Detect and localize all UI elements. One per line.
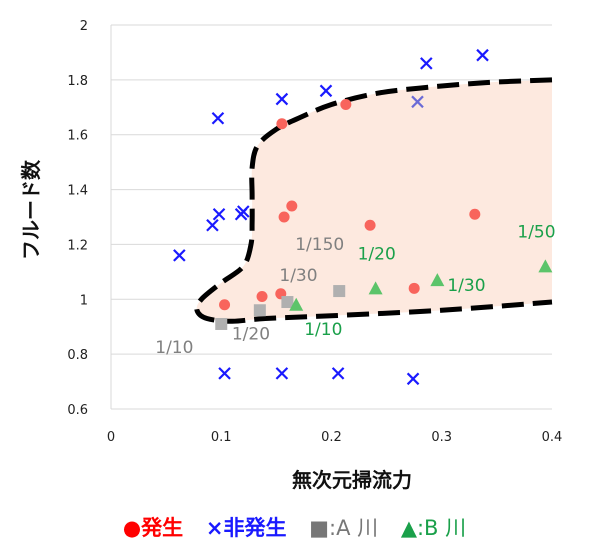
- point-hihassei: [420, 57, 433, 70]
- y-tick-label: 1.6: [67, 129, 88, 144]
- x-marker-stroke: [406, 372, 420, 386]
- scatter-chart: 0.60.811.21.41.61.820 0.1 0.2 0.3 0.4 1/101/…: [19, 19, 562, 492]
- slope-labels: 1/10 1/20 1/30 1/150 1/10 1/20 1/30 1/50: [155, 222, 555, 358]
- point-river-b: [538, 259, 553, 273]
- y-tick-label: 1.4: [67, 184, 88, 199]
- y-axis-title: フルード数: [19, 159, 43, 260]
- point-hihassei: [211, 111, 225, 125]
- point-river-a: [281, 296, 294, 309]
- x-marker-stroke: [206, 218, 219, 232]
- legend: ●発生 ×非発生 ■:A 川 ▲:B 川: [0, 512, 589, 542]
- x-tick-label: 0.1: [211, 430, 232, 445]
- point-hihassei: [275, 367, 289, 380]
- point-hassei: [286, 200, 298, 212]
- point-hassei: [408, 282, 420, 294]
- point-hihassei: [319, 84, 333, 98]
- x-tick-label: 0: [107, 430, 115, 445]
- legend-label-hihassei: 非発生: [223, 516, 287, 540]
- axes: 0.6 0.8 1 1.2 1.4 1.6 1.8 2 0 0.1 0.2 0.3 0.4: [67, 19, 562, 445]
- point-hihassei: [206, 218, 219, 232]
- legend-item-river-a: ■:A 川: [309, 512, 378, 542]
- point-hihassei: [212, 207, 226, 221]
- point-hassei: [340, 99, 352, 111]
- x-axis-title: 無次元掃流力: [292, 468, 412, 492]
- point-hihassei-faint: [411, 95, 424, 109]
- point-hihassei: [275, 92, 289, 106]
- point-river-a: [333, 285, 346, 298]
- point-river-b: [430, 273, 445, 287]
- x-marker-stroke: [211, 111, 225, 125]
- point-hassei: [276, 118, 288, 130]
- river-a-slope-label: 1/30: [279, 266, 317, 286]
- point-hassei: [278, 211, 290, 223]
- x-tick-label: 0.2: [321, 430, 342, 445]
- point-hassei: [364, 219, 376, 231]
- point-hihassei: [406, 372, 420, 386]
- x-marker-stroke: [237, 205, 250, 218]
- x-marker-stroke: [173, 249, 186, 262]
- point-hassei: [469, 208, 481, 220]
- legend-circle-symbol: ●: [122, 516, 142, 540]
- river-b-slope-label: 1/10: [304, 320, 342, 340]
- data-points: [173, 48, 553, 386]
- river-b-slope-label: 1/20: [358, 244, 396, 264]
- legend-label-hassei: 発生: [141, 516, 184, 540]
- point-hassei: [219, 299, 231, 311]
- legend-label-river-b: :B 川: [416, 516, 467, 540]
- point-river-a: [215, 317, 228, 330]
- x-marker-stroke: [420, 57, 433, 70]
- legend-triangle-symbol: ▲: [400, 516, 417, 540]
- y-tick-label: 2: [80, 19, 88, 34]
- legend-label-river-a: :A 川: [329, 516, 379, 540]
- x-marker-stroke: [218, 367, 231, 380]
- point-river-b: [289, 297, 304, 311]
- y-tick-label: 0.6: [67, 403, 88, 418]
- x-marker-stroke: [319, 84, 333, 98]
- point-hihassei: [218, 367, 231, 380]
- x-tick-label: 0.3: [431, 430, 452, 445]
- y-tick-label: 0.8: [67, 348, 88, 363]
- occurrence-region-fill: [196, 79, 552, 322]
- y-tick-label: 1: [80, 293, 88, 308]
- river-a-slope-label: 1/20: [232, 324, 270, 344]
- river-a-slope-label: 1/10: [155, 338, 193, 358]
- point-hihassei: [237, 205, 250, 218]
- river-b-slope-label: 1/30: [447, 276, 485, 296]
- point-river-b: [368, 281, 383, 295]
- occurrence-region-boundary: [194, 77, 553, 324]
- point-hihassei: [476, 48, 489, 62]
- y-tick-label: 1.8: [67, 74, 88, 89]
- river-b-slope-label: 1/50: [517, 222, 555, 242]
- point-hihassei: [331, 367, 345, 380]
- y-tick-label: 1.2: [67, 238, 88, 253]
- legend-item-hihassei: ×非発生: [206, 512, 287, 542]
- point-river-a: [253, 304, 266, 317]
- legend-square-symbol: ■: [309, 516, 329, 540]
- legend-item-hassei: ●発生: [123, 512, 183, 542]
- x-marker-stroke: [212, 207, 226, 221]
- legend-x-symbol: ×: [205, 516, 224, 540]
- x-marker-stroke: [275, 367, 289, 380]
- x-marker-stroke: [331, 367, 345, 380]
- legend-item-river-b: ▲:B 川: [401, 512, 466, 542]
- x-marker-stroke: [275, 92, 289, 106]
- x-marker-stroke: [411, 95, 424, 109]
- point-hihassei: [173, 249, 186, 262]
- x-tick-label: 0.4: [542, 430, 563, 445]
- river-a-slope-label: 1/150: [295, 235, 344, 255]
- x-marker-stroke: [476, 48, 489, 62]
- point-hassei: [256, 291, 268, 303]
